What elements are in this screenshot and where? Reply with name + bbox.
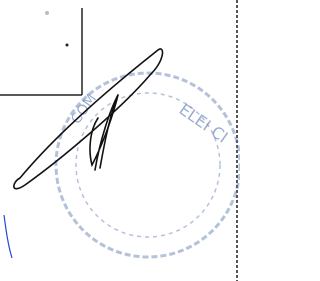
page: ELEI CI COM (() => { const data = JSON.p… <box>0 0 320 281</box>
speck <box>66 44 69 47</box>
speck <box>45 11 49 15</box>
scan: ELEI CI COM <box>0 0 240 281</box>
